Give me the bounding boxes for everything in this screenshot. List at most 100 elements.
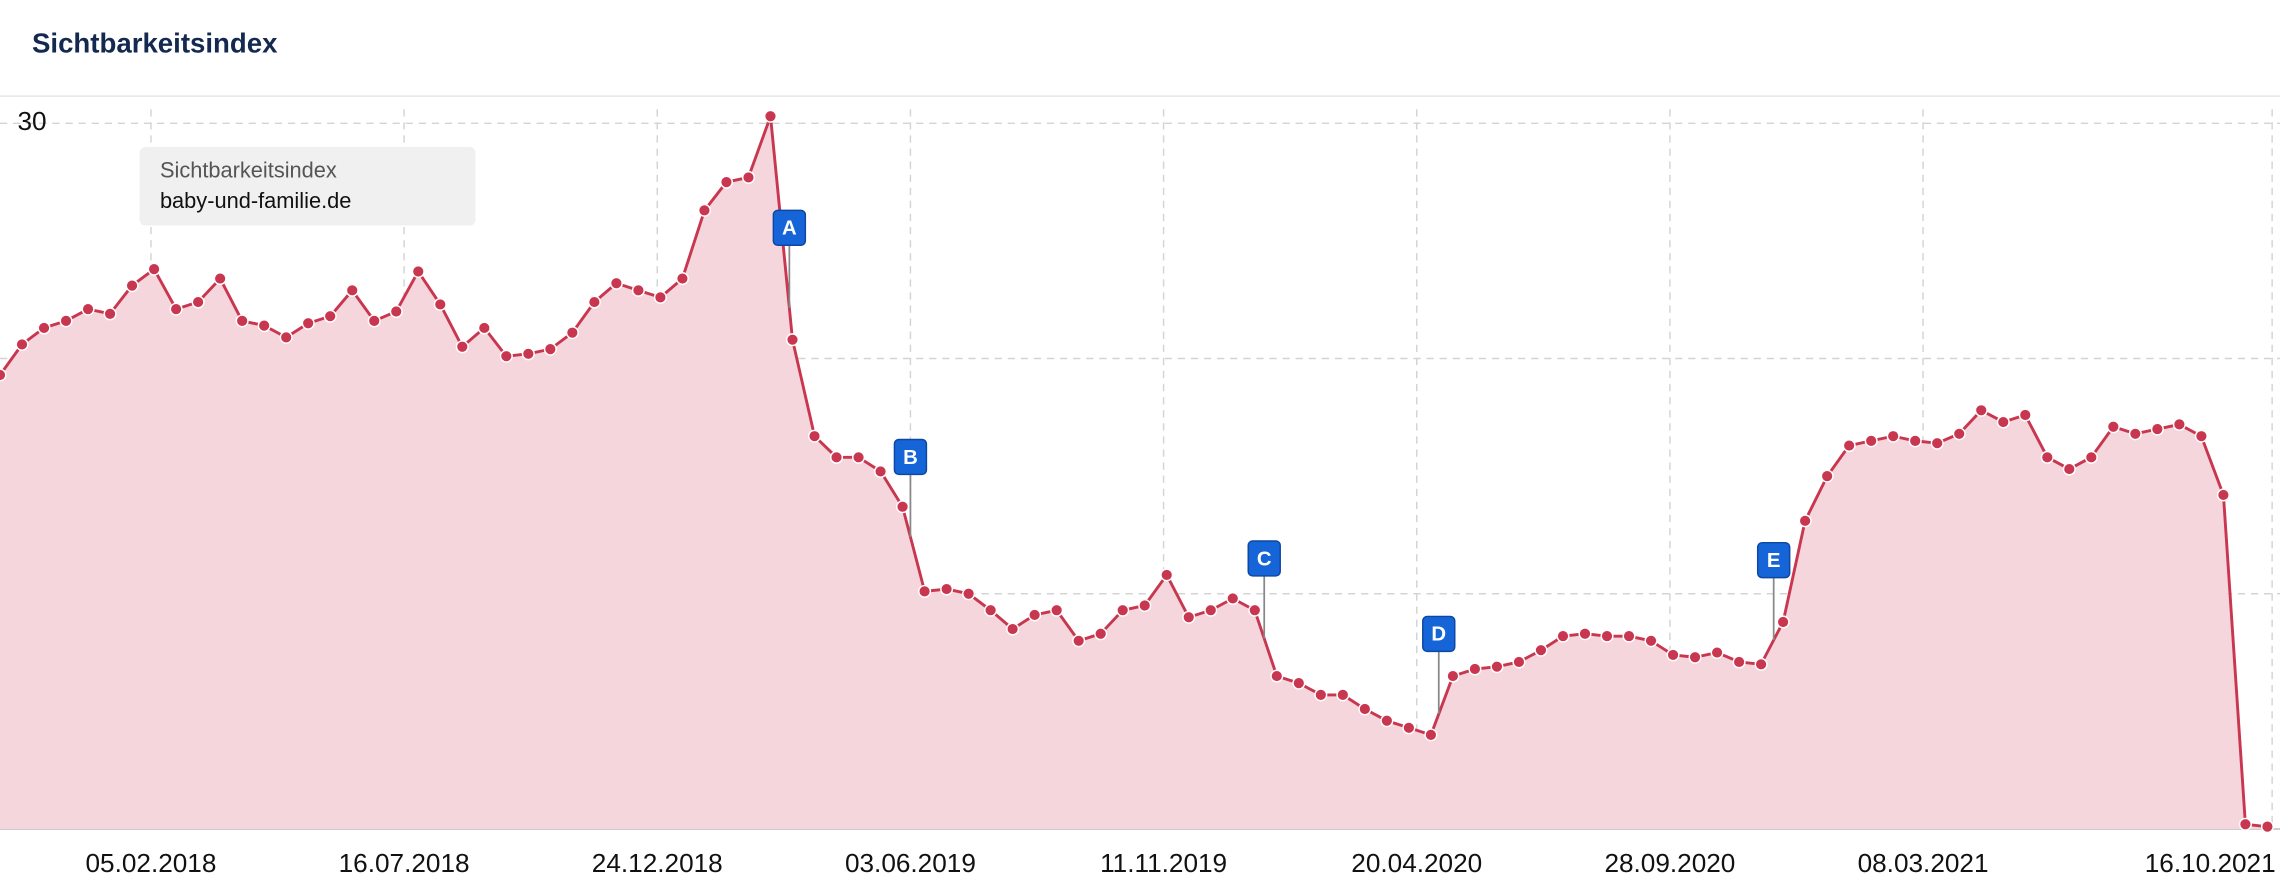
data-point [851, 450, 866, 464]
data-point [1754, 657, 1768, 671]
annotation-marker [1247, 540, 1281, 577]
data-point [1798, 514, 1812, 528]
data-point [1138, 598, 1152, 613]
data-point [807, 429, 822, 443]
grid: 10203005.02.201816.07.201824.12.201803.0… [0, 106, 2280, 878]
data-point [763, 109, 778, 123]
data-point [1864, 434, 1878, 448]
data-point [1072, 634, 1086, 648]
data-point [2260, 820, 2274, 834]
x-tick-label: 16.07.2018 [339, 848, 470, 878]
x-tick-label: 03.06.2019 [845, 848, 976, 878]
data-point [1050, 603, 1064, 617]
annotation-label: C [1257, 548, 1272, 570]
data-point [896, 500, 910, 514]
data-point [543, 342, 557, 356]
data-point [1820, 469, 1834, 483]
data-point [1930, 436, 1944, 450]
data-point [1666, 648, 1680, 662]
data-point [323, 309, 337, 323]
annotation-label: D [1431, 624, 1446, 646]
data-point [301, 316, 315, 330]
annotation-marker [772, 209, 807, 246]
legend: Sichtbarkeitsindex baby-und-familie.de [139, 147, 476, 226]
data-point [521, 347, 535, 361]
data-point [1094, 627, 1108, 641]
data-point [565, 326, 579, 340]
data-point [1974, 403, 1988, 417]
data-point [1644, 634, 1658, 648]
data-point [147, 262, 161, 276]
data-point [499, 349, 513, 363]
data-point [1116, 603, 1130, 617]
data-point [1226, 591, 1240, 605]
data-point [235, 314, 249, 328]
data-point [1314, 688, 1328, 702]
data-point [1468, 662, 1482, 676]
x-tick-label: 11.11.2019 [1100, 848, 1227, 878]
data-point [0, 368, 7, 382]
data-point [1732, 655, 1746, 669]
data-point [2238, 817, 2252, 831]
data-point [15, 337, 29, 351]
data-point [785, 333, 800, 347]
legend-entry: baby-und-familie.de [160, 188, 351, 213]
data-point [1270, 669, 1284, 683]
annotation-label: B [903, 447, 918, 469]
data-point [1776, 615, 1790, 629]
annotation-marker [1756, 541, 1791, 579]
y-tick-label: 30 [17, 106, 46, 136]
data-point [1622, 629, 1636, 643]
data-point [1380, 714, 1394, 728]
x-tick-label: 16.10.2021 [2145, 848, 2276, 878]
data-point [2062, 462, 2076, 476]
data-point [1886, 429, 1900, 443]
data-point [697, 203, 711, 217]
data-point [367, 314, 381, 328]
data-point [940, 582, 954, 596]
data-point [1006, 622, 1020, 636]
data-point [609, 276, 623, 290]
data-point [1248, 603, 1262, 617]
data-point [2018, 408, 2032, 422]
data-point [1842, 439, 1856, 453]
x-tick-label: 24.12.2018 [592, 848, 723, 878]
data-point [213, 272, 227, 286]
x-tick-label: 20.04.2020 [1351, 848, 1482, 878]
data-point [279, 330, 293, 344]
data-point [984, 603, 998, 617]
data-point [1292, 676, 1306, 690]
data-point [1512, 655, 1526, 669]
data-point [1160, 568, 1174, 582]
data-point [1908, 434, 1922, 448]
x-tick-label: 08.03.2021 [1858, 848, 1989, 878]
data-point [477, 321, 491, 335]
data-point [2084, 450, 2098, 464]
data-point [918, 584, 932, 598]
data-point [1578, 627, 1592, 641]
data-point [1182, 610, 1196, 624]
chart-title: Sichtbarkeitsindex [32, 28, 278, 59]
data-point [1710, 646, 1724, 660]
data-point [411, 264, 425, 279]
data-point [719, 175, 733, 189]
data-point [587, 295, 601, 309]
x-tick-label: 28.09.2020 [1604, 848, 1735, 878]
data-point [2128, 427, 2142, 441]
data-point [1688, 650, 1702, 664]
data-point [2216, 488, 2230, 502]
data-point [1446, 669, 1460, 683]
annotation-label: E [1767, 550, 1781, 572]
data-point [37, 321, 51, 335]
data-point [59, 314, 73, 328]
data-point [191, 295, 205, 309]
area [0, 116, 2268, 829]
data-point [1600, 629, 1614, 643]
data-point [675, 272, 689, 286]
data-point [1490, 660, 1504, 674]
data-point [653, 290, 667, 304]
data-point [257, 319, 271, 333]
data-point [2040, 450, 2054, 464]
annotation-marker [1422, 615, 1456, 653]
